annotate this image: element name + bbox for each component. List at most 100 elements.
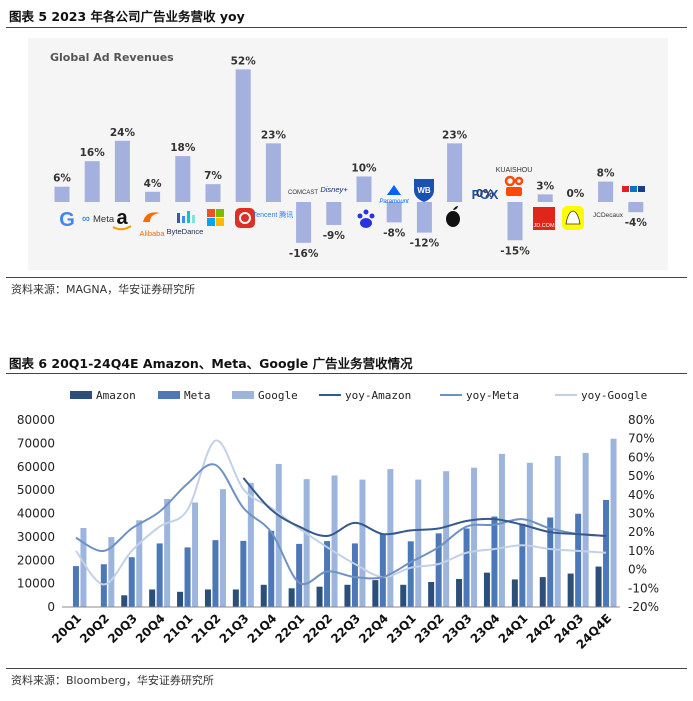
bar-google-21q2 [219,489,226,607]
bar-apple [447,143,463,202]
meta-logo-icon: ∞ Meta [82,213,115,225]
ytick-left-80000: 80000 [17,413,55,427]
bar-google-20q1 [80,527,87,607]
kuaishou-logo-text: KUAISHOU [496,167,533,174]
bar-meta-20q1 [72,566,79,607]
jd-logo-icon: JD.COM [533,207,555,230]
bar-meta-24q3 [575,513,582,607]
bar-amazon-20q4 [149,589,156,607]
svg-text:yoy-Amazon: yoy-Amazon [345,389,411,402]
bar-amazon-22q2 [316,586,323,607]
baidu-logo-icon [357,209,375,228]
figure5-title: 图表 5 2023 年各公司广告业务营收 yoy [9,9,245,24]
label-amazon: 24% [110,127,136,139]
bar-amazon-22q4 [372,580,379,607]
pinduoduo-logo-icon [235,208,255,228]
ytick-left-0: 0 [47,600,55,614]
legend-google: Google [232,389,298,402]
bar-rtl [628,202,644,213]
ytick-left-10000: 10000 [17,577,55,591]
xtick-23q4: 23Q4 [468,611,503,646]
ytick-right-60: 60% [628,450,655,464]
bar-amazon-21q2 [204,589,211,607]
label-comcast: -16% [289,248,319,260]
bar-amazon-22q3 [344,584,351,607]
svg-text:yoy-Meta: yoy-Meta [466,389,519,402]
bar-meta-20q4 [156,543,163,607]
microsoft-logo-icon [207,209,224,226]
label-google: 6% [53,173,71,185]
ytick-left-60000: 60000 [17,460,55,474]
ytick-right-0: 0% [628,563,647,577]
ytick-left-20000: 20000 [17,553,55,567]
svg-text:Google: Google [258,389,298,402]
disney-logo-text: Disney+ [320,185,348,194]
bar-baidu [356,176,372,202]
line-yoy-amazon [242,477,607,537]
bar-meta-24q1 [519,523,526,607]
meta-logo-text: Meta [93,214,115,225]
label-jcdecaux: 8% [597,168,615,180]
chart-ad-revenue-quarterly: Amazon Meta Google yoy-Amazon yoy-Meta yoy-Go… [17,389,659,652]
ytick-right-20: -20% [628,600,659,614]
label-rtl: -4% [625,217,648,229]
bar-amazon-21q3 [232,589,239,607]
svg-text:∞: ∞ [82,213,90,225]
bar-meta-23q3 [463,528,470,607]
label-warner-bros: -12% [410,238,440,250]
line-yoy-google [75,439,607,586]
chart5-title: Global Ad Revenues [50,51,174,64]
ytick-right-20: 20% [628,525,655,539]
bar-google-22q2 [331,475,338,607]
bar-paramount [386,202,402,223]
bar-meta-23q4 [491,516,498,607]
bar-google-23q2 [443,471,450,607]
figure6-title-rule [6,373,687,374]
bar-google-24q3 [582,452,589,607]
xtick-20q1: 20Q1 [49,611,84,646]
fox-logo-icon: FOX [472,187,499,202]
comcast-logo-icon: COMCAST [288,190,318,196]
bar-meta-24q2 [547,517,554,607]
bar-jcdecaux [598,181,614,202]
bytedance-logo-icon: ByteDance [167,211,203,236]
ytick-left-70000: 70000 [17,436,55,450]
fox-logo-text: FOX [472,187,499,202]
legend-yoy-amazon: yoy-Amazon [319,389,411,402]
bar-pinduoduo [235,69,251,203]
bar-amazon-23q4 [483,572,490,607]
xtick-24q2: 24Q2 [524,611,559,646]
ytick-right-10: 10% [628,544,655,558]
label-jd-com: 3% [536,180,554,192]
bar-microsoft [205,184,221,202]
ytick-left-30000: 30000 [17,530,55,544]
jcdecaux-logo-icon: JCDecaux [593,212,624,219]
label-kuaishou: -15% [500,245,530,257]
label-fox: 0% [476,188,494,200]
svg-text:a: a [116,207,128,229]
figure5-title-rule [6,27,687,28]
bar-google-23q1 [415,479,422,607]
bar-amazon-24q1 [511,579,518,607]
label-snapchat: 0% [566,188,584,200]
rtl-logo-icon [622,186,645,192]
xtick-20q3: 20Q3 [105,611,140,646]
paramount-logo-text: Paramount [379,199,409,205]
legend-yoy-google: yoy-Google [555,389,647,402]
bar-meta-22q2 [324,541,331,607]
label-meta: 16% [80,147,106,159]
bar-alibaba [145,191,161,202]
bar-meta-22q1 [296,543,303,607]
bar-disney [326,202,342,225]
alibaba-logo-icon: Alibaba [139,212,165,238]
bar-amazon-24q3 [567,573,574,607]
bar-google-20q2 [108,537,115,607]
bar-amazon [114,140,130,202]
bar-google-20q3 [136,520,143,607]
bar-amazon-23q2 [428,581,435,607]
legend-amazon: Amazon [70,389,136,402]
svg-text:G: G [59,209,75,231]
bar-amazon-20q3 [121,595,128,607]
label-paramount: -8% [383,227,406,239]
bar-meta-20q3 [128,557,135,607]
